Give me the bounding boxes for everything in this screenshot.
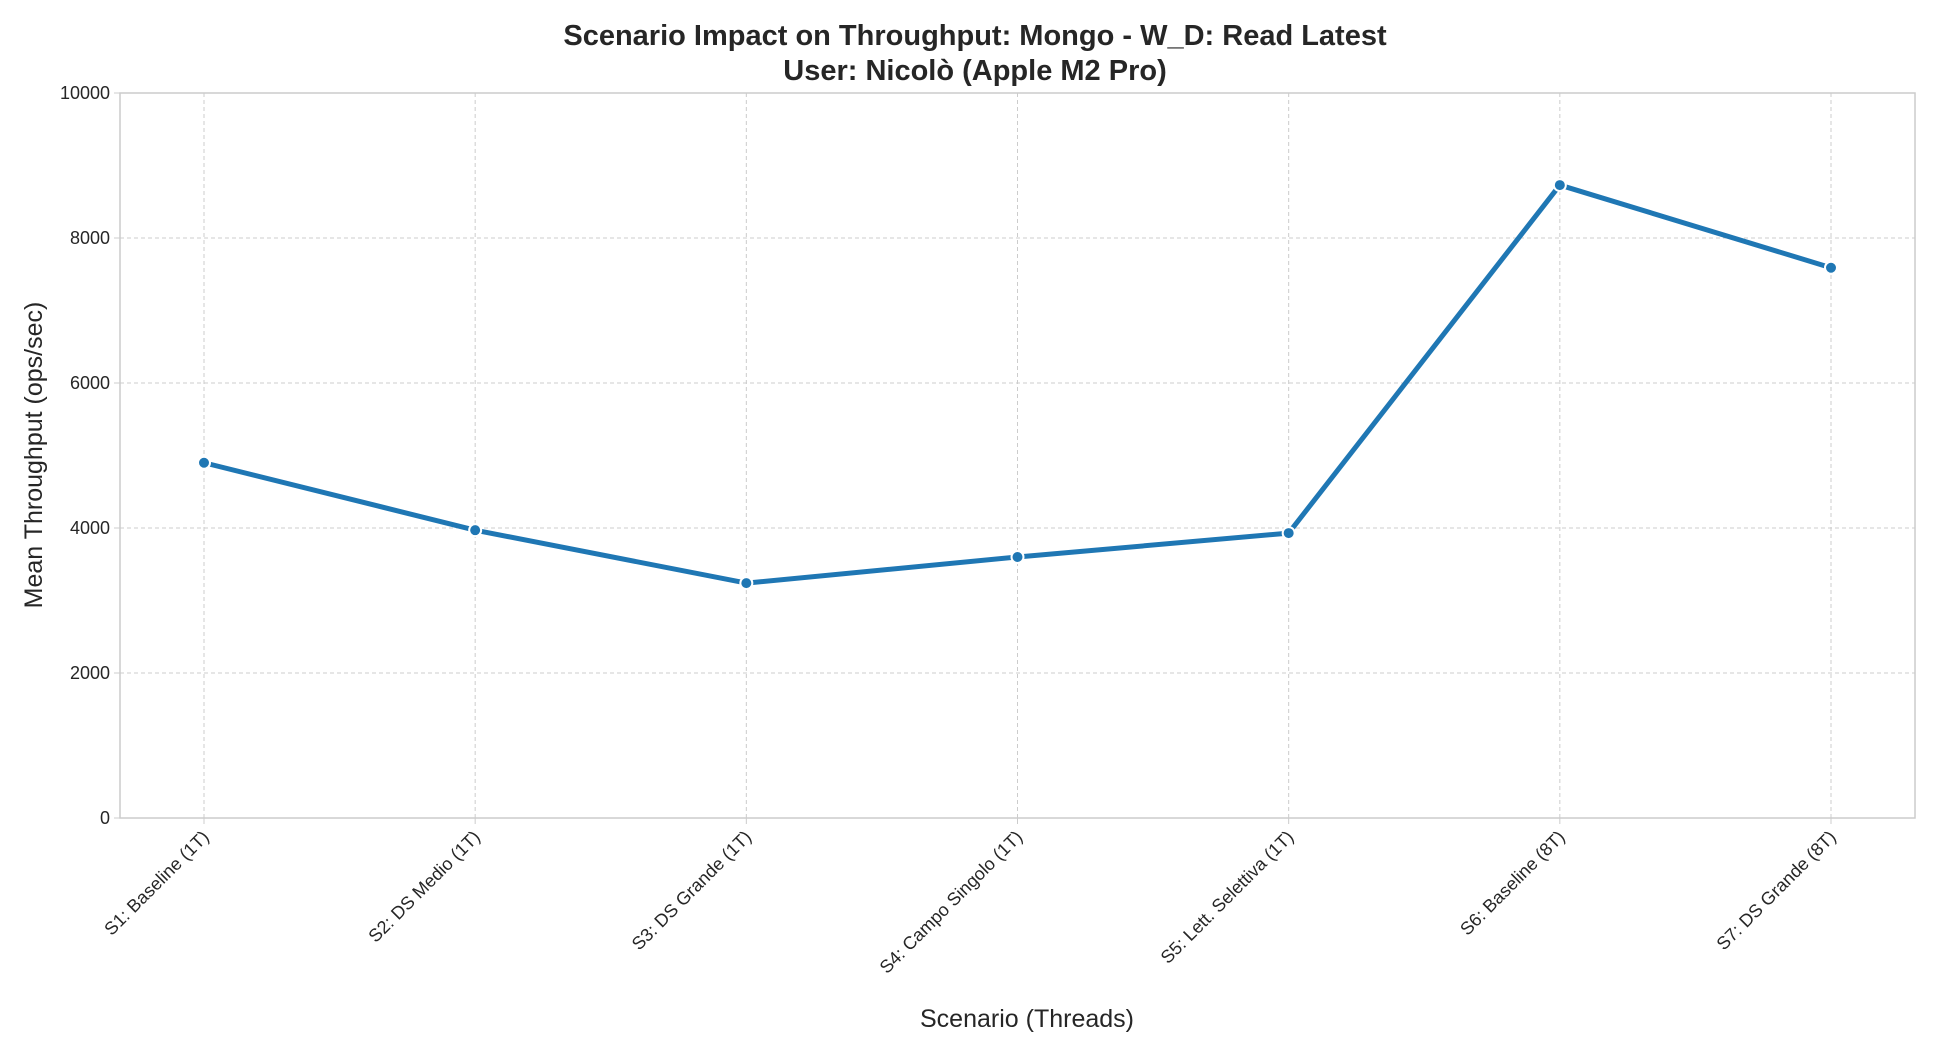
chart-title-line-1: Scenario Impact on Throughput: Mongo - W…	[563, 20, 1387, 52]
y-tick-label: 8000	[70, 228, 110, 248]
data-point	[1010, 550, 1025, 564]
data-point	[197, 455, 211, 470]
plot-frame	[119, 92, 1916, 819]
data-point	[468, 523, 483, 538]
data-point	[1281, 526, 1296, 541]
grid	[120, 93, 1915, 818]
x-axis-ticks: S1: Baseline (1T) S2: DS Medio (1T) S3: DS…	[100, 818, 1840, 978]
x-tick-label: S1: Baseline (1T)	[100, 827, 212, 939]
series-group	[197, 178, 1838, 591]
x-tick-label: S4: Campo Singolo (1T)	[876, 827, 1027, 978]
y-tick-label: 10000	[60, 83, 110, 103]
x-tick-label: S2: DS Medio (1T)	[364, 827, 484, 947]
x-tick-label: S6: Baseline (8T)	[1456, 827, 1568, 939]
y-axis-ticks: 0 2000 4000 6000 8000 10000	[60, 83, 120, 828]
chart-title-line-2: User: Nicolò (Apple M2 Pro)	[783, 55, 1167, 87]
y-tick-label: 4000	[70, 518, 110, 538]
x-tick-label: S3: DS Grande (1T)	[628, 827, 755, 954]
x-tick-label: S5: Lett. Selettiva (1T)	[1157, 827, 1298, 968]
data-point	[1552, 178, 1567, 193]
data-point	[739, 576, 754, 591]
x-axis-label: Scenario (Threads)	[920, 1005, 1134, 1033]
y-axis-label: Mean Throughput (ops/sec)	[20, 302, 48, 609]
data-point	[1824, 260, 1838, 275]
y-tick-label: 2000	[70, 663, 110, 683]
x-tick-label: S7: DS Grande (8T)	[1713, 827, 1840, 954]
chart-title: Scenario Impact on Throughput: Mongo - W…	[563, 20, 1387, 87]
y-tick-label: 6000	[70, 373, 110, 393]
y-tick-label: 0	[100, 808, 110, 828]
